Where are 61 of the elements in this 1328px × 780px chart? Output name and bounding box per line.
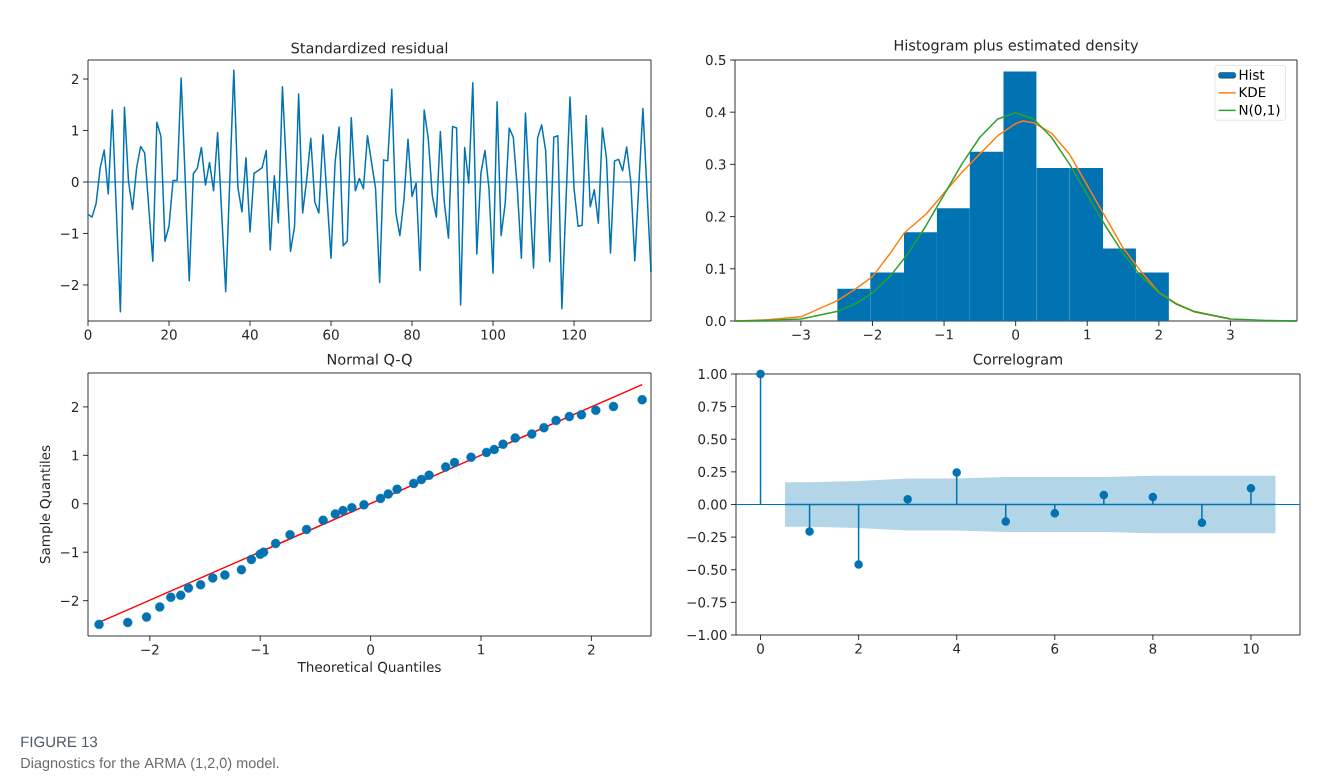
x-tick-label: 80: [404, 329, 420, 340]
x-tick-label: 6: [1051, 643, 1059, 654]
y-tick-label: −1: [61, 228, 79, 239]
y-tick-label: 0.5: [705, 54, 726, 66]
y-tick-label: 0.25: [698, 466, 727, 477]
y-tick-label: 0: [71, 498, 79, 509]
y-tick-label: −0.75: [687, 597, 727, 608]
y-tick-label: 0: [71, 176, 79, 188]
text: Diagnostics for the ARMA (1,2,0) model.: [21, 757, 279, 772]
x-tick-label: 4: [953, 643, 961, 654]
x-tick-label: 1: [478, 644, 485, 655]
x-tick-label: 3: [1227, 329, 1234, 340]
y-tick-label: 0.2: [705, 211, 726, 222]
x-tick-label: 0: [367, 644, 375, 655]
chart-title: Histogram plus estimated density: [894, 39, 1139, 54]
y-tick-label: −1: [61, 547, 79, 558]
x-tick-label: 0: [1012, 329, 1020, 340]
y-tick-label: 1.00: [698, 368, 727, 380]
chart-title: Correlogram: [973, 353, 1062, 368]
x-tick-label: 2: [588, 644, 595, 655]
x-tick-label: 40: [242, 329, 258, 340]
y-tick-label: 1: [72, 125, 79, 136]
x-tick-label: −2: [863, 329, 882, 340]
x-tick-label: 0: [757, 643, 764, 654]
x-tick-label: 8: [1149, 643, 1157, 654]
x-tick-label: 10: [1243, 643, 1259, 654]
y-tick-label: −2: [61, 595, 79, 606]
x-tick-label: 60: [323, 329, 339, 340]
legend-label: Hist: [1239, 69, 1265, 80]
y-tick-label: 0.4: [705, 107, 726, 118]
y-tick-label: 0.0: [705, 315, 726, 327]
y-tick-label: −1.00: [687, 629, 727, 641]
y-tick-label: −0.25: [687, 532, 727, 543]
x-tick-label: −3: [792, 329, 810, 340]
y-tick-label: 1: [72, 450, 79, 461]
y-tick-label: 0.50: [698, 434, 727, 445]
x-tick-label: −1: [251, 644, 269, 655]
x-tick-label: 20: [161, 329, 177, 340]
y-tick-label: 0.00: [698, 499, 727, 510]
x-tick-label: 1: [1084, 329, 1091, 340]
chart-title: Standardized residual: [291, 42, 448, 54]
y-tick-label: 0.75: [698, 401, 727, 412]
y-tick-label: −2: [61, 279, 79, 290]
x-tick-label: 0: [84, 329, 92, 340]
x-tick-label: 120: [562, 329, 587, 340]
chart-title: Normal Q-Q: [327, 353, 412, 367]
y-tick-label: 0.3: [705, 159, 726, 170]
caption: FIGURE 13: [21, 736, 98, 748]
y-tick-label: 2: [71, 74, 79, 85]
legend-label: N(0,1): [1239, 104, 1280, 117]
x-tick-label: −1: [935, 329, 953, 340]
y-axis-title: Sample Quantiles: [39, 445, 53, 564]
x-tick-label: 2: [1155, 329, 1162, 340]
x-axis-title: Theoretical Quantiles: [297, 661, 441, 674]
y-tick-label: −0.50: [687, 564, 727, 575]
x-tick-label: 2: [855, 643, 862, 654]
y-tick-label: 0.1: [705, 263, 726, 274]
x-tick-label: 100: [481, 329, 506, 340]
y-tick-label: 2: [71, 401, 79, 412]
x-tick-label: −2: [141, 644, 159, 655]
legend-label: KDE: [1239, 87, 1266, 98]
